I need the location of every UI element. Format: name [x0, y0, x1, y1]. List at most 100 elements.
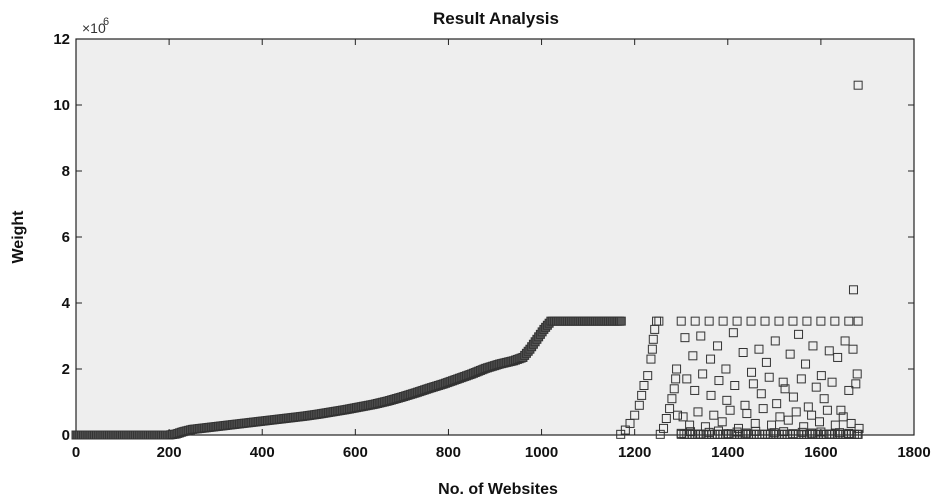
data-point — [778, 377, 788, 387]
data-point — [646, 354, 656, 364]
data-point — [814, 417, 824, 427]
data-point — [709, 410, 719, 420]
data-point — [848, 344, 858, 354]
data-point — [732, 316, 742, 326]
data-point — [725, 405, 735, 415]
data-point — [852, 429, 862, 439]
data-point — [690, 316, 700, 326]
data-point — [672, 410, 682, 420]
data-points — [71, 80, 864, 440]
data-point — [704, 316, 714, 326]
y-axis-label: Weight — [10, 210, 27, 264]
data-point — [738, 348, 748, 357]
data-point — [742, 409, 752, 419]
data-point — [672, 364, 682, 374]
data-point — [830, 316, 840, 326]
data-point — [706, 354, 716, 364]
data-point — [764, 372, 774, 382]
y-tick-label: 12 — [53, 31, 70, 48]
data-point — [665, 404, 675, 414]
data-point — [728, 328, 738, 338]
data-point — [760, 316, 770, 326]
data-point — [696, 331, 706, 341]
data-point — [853, 80, 863, 90]
data-point — [676, 316, 686, 326]
data-point — [827, 377, 837, 387]
data-point — [794, 329, 804, 339]
x-tick-label: 1800 — [897, 444, 930, 461]
data-point — [780, 384, 790, 394]
x-axis-label: No. of Websites — [438, 481, 558, 498]
data-point — [833, 352, 843, 362]
x-axis-ticks: 0 200 400 600 800 1000 1200 1400 1600 1800 — [72, 39, 931, 461]
data-point — [671, 374, 681, 384]
data-point — [690, 385, 700, 395]
data-point — [717, 417, 727, 427]
data-point — [851, 379, 861, 389]
data-point — [661, 414, 671, 423]
data-point — [801, 359, 811, 369]
data-point — [693, 407, 703, 417]
data-point — [721, 364, 731, 374]
data-point — [655, 429, 665, 439]
data-point — [822, 405, 832, 415]
data-point — [819, 394, 829, 404]
data-point — [785, 349, 795, 359]
data-point — [713, 341, 723, 351]
data-point — [811, 382, 821, 392]
data-point — [808, 341, 818, 351]
data-point — [678, 412, 688, 422]
data-point — [754, 344, 764, 354]
data-point — [854, 423, 864, 433]
data-point — [654, 316, 664, 326]
y-tick-label: 4 — [62, 295, 71, 312]
data-point — [774, 316, 784, 326]
data-point — [634, 400, 644, 410]
data-point — [616, 316, 626, 326]
data-point — [643, 371, 653, 381]
data-point — [747, 367, 757, 377]
data-point — [844, 385, 854, 395]
data-point — [688, 351, 698, 361]
data-point — [816, 316, 826, 326]
y-tick-label: 6 — [62, 229, 70, 246]
y-tick-label: 8 — [62, 163, 70, 180]
x-tick-label: 800 — [436, 444, 461, 461]
data-point — [746, 316, 756, 326]
data-point — [630, 410, 640, 420]
data-point — [844, 316, 854, 326]
x-tick-label: 1600 — [804, 444, 837, 461]
chart-title: Result Analysis — [433, 9, 559, 28]
y-tick-label: 10 — [53, 97, 70, 114]
y-tick-label: 2 — [62, 361, 70, 378]
data-point — [722, 395, 732, 405]
data-point — [659, 423, 669, 433]
plot-area — [75, 38, 915, 436]
data-point — [853, 316, 863, 326]
data-point — [761, 357, 771, 367]
data-point — [648, 334, 658, 344]
data-point — [838, 412, 848, 422]
x-tick-label: 0 — [72, 444, 80, 461]
data-point — [639, 381, 649, 390]
x-tick-label: 1400 — [711, 444, 744, 461]
data-point — [685, 420, 695, 430]
data-point — [846, 418, 856, 428]
data-point — [848, 285, 858, 295]
data-point — [625, 418, 635, 428]
data-point — [637, 390, 647, 400]
data-point — [682, 374, 692, 384]
data-point — [788, 392, 798, 402]
data-point — [680, 333, 690, 343]
data-point — [807, 410, 817, 420]
data-point — [667, 394, 677, 404]
y-tick-label: 0 — [62, 427, 70, 444]
data-point — [698, 369, 708, 379]
data-point — [706, 390, 716, 400]
data-point — [788, 316, 798, 326]
data-point — [730, 381, 740, 390]
y-multiplier-label: ×10 — [82, 20, 106, 36]
data-point — [748, 379, 758, 389]
data-point — [816, 371, 826, 381]
